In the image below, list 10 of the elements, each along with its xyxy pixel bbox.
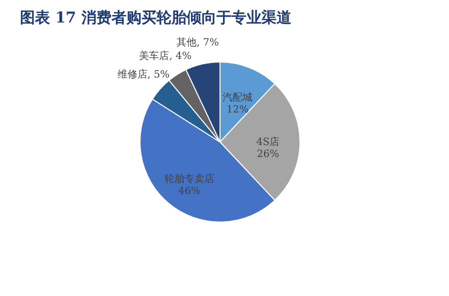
slice-label: 4S店 — [256, 136, 280, 148]
slice-label: 汽配城 — [222, 91, 253, 104]
chart-title: 图表 17 消费者购买轮胎倾向于专业渠道 — [20, 8, 292, 26]
slice-label: 轮胎专卖店 — [164, 172, 214, 185]
slice-label: 其他, 7% — [176, 36, 219, 48]
data-label: 12% — [226, 104, 249, 116]
slice-label: 美车店, 4% — [139, 50, 192, 62]
data-label: 46% — [178, 186, 201, 197]
data-label: 26% — [256, 149, 280, 160]
slice-label: 维修店, 5% — [117, 68, 170, 81]
